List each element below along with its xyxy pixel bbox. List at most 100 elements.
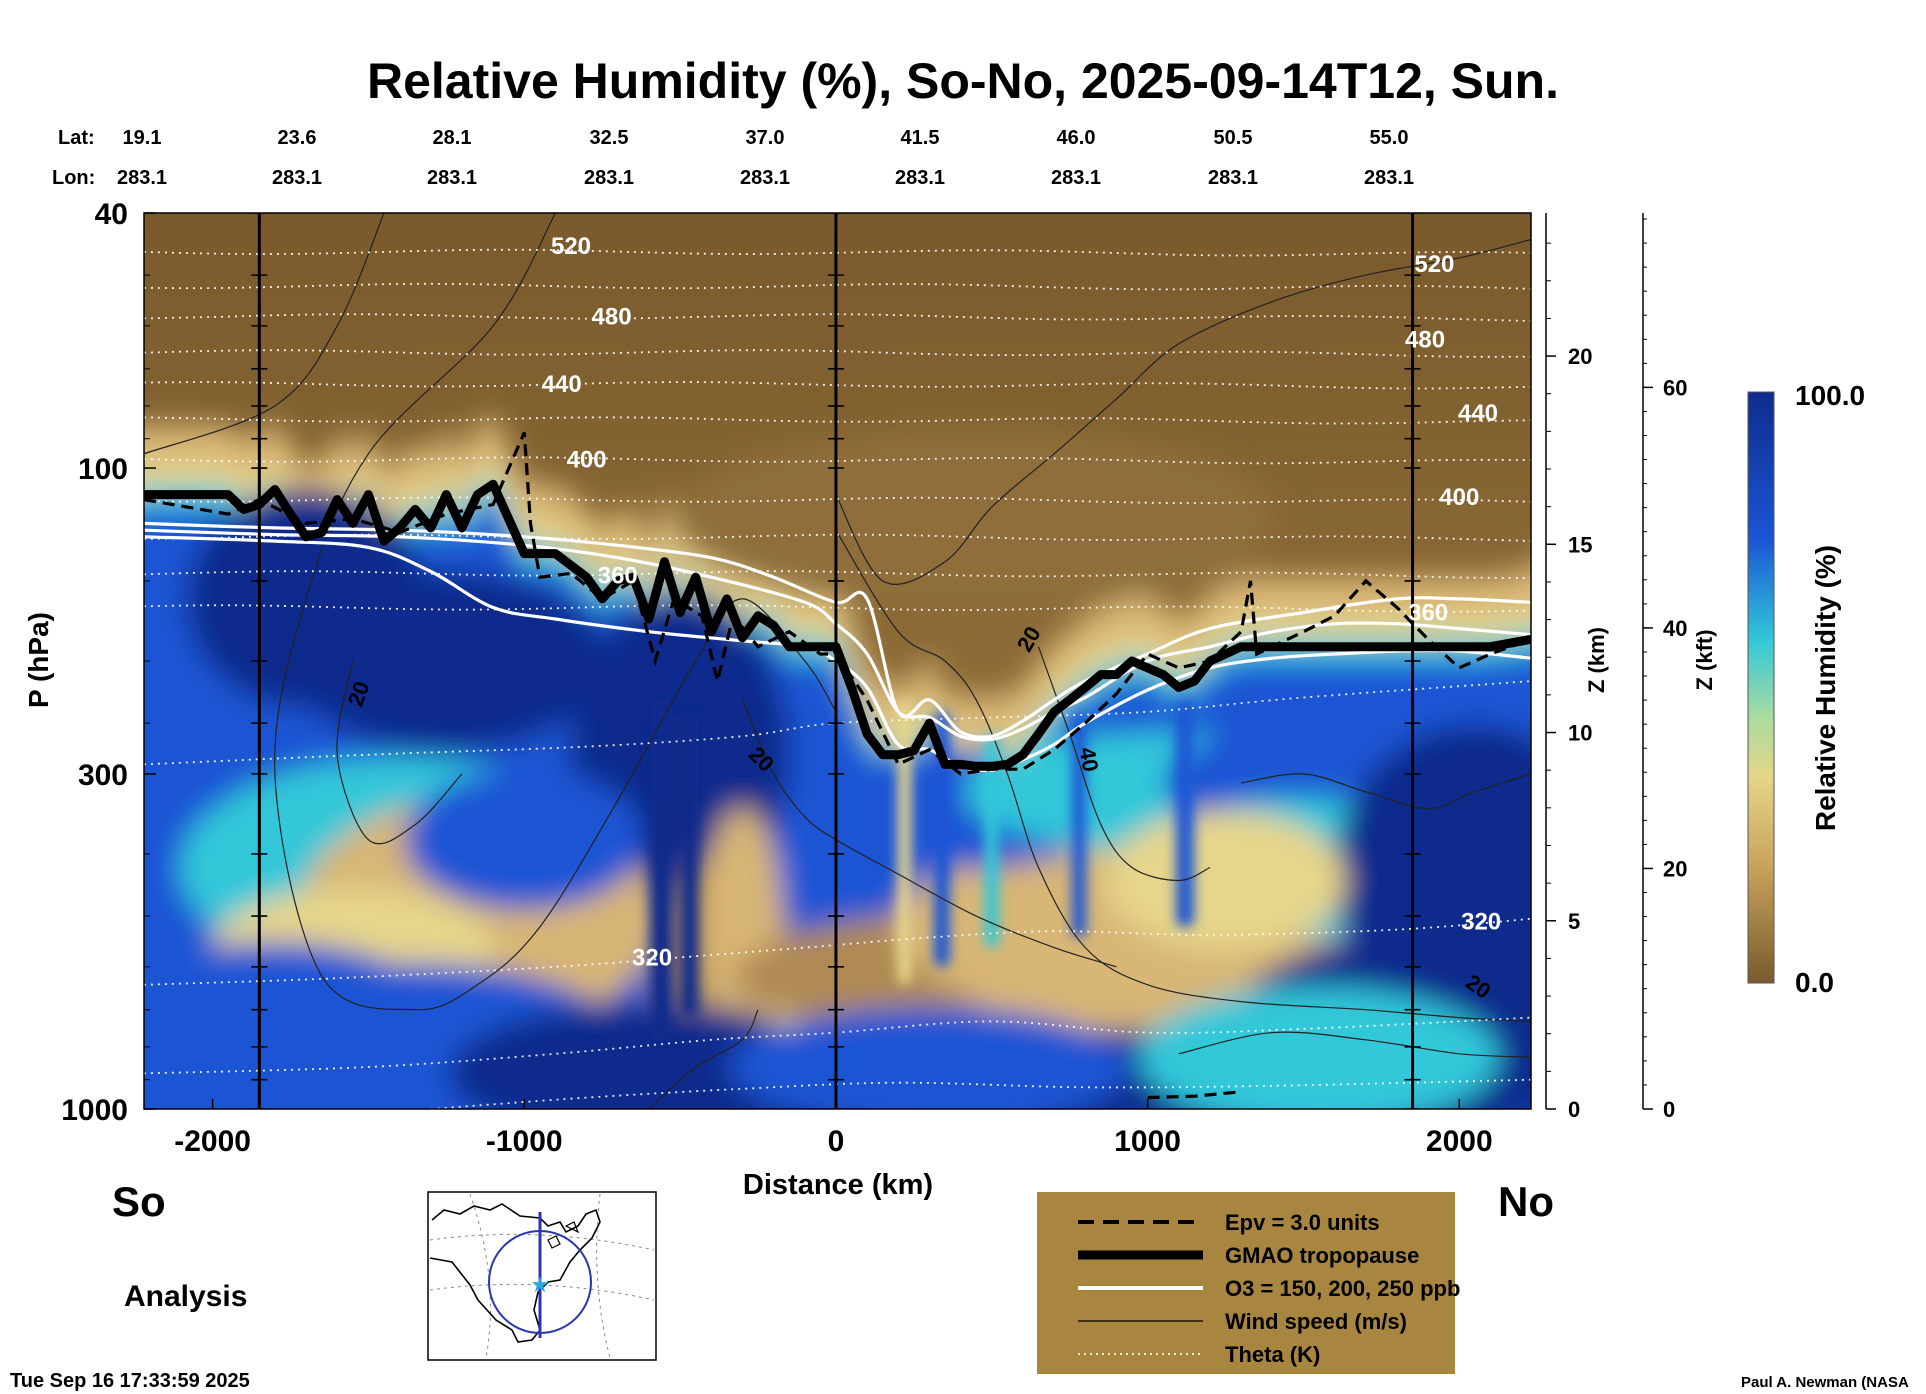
z-kft-tick-label: 20 <box>1663 856 1687 881</box>
theta-label: 440 <box>542 371 582 398</box>
rh-blob <box>1139 987 1500 1109</box>
theta-label: 360 <box>598 562 638 589</box>
theta-labels: 520 480 440 400 360 320 520 480 440 400 360 320 <box>542 233 1502 972</box>
lat-value: 55.0 <box>1370 127 1409 149</box>
lon-value: 283.1 <box>117 167 167 189</box>
legend-label: Epv = 3.0 units <box>1225 1210 1380 1235</box>
theta-label: 520 <box>551 233 591 260</box>
rh-streak <box>650 699 673 1040</box>
wind-contour <box>741 699 1117 968</box>
lat-lon-header: Lat: Lon: 19.1 23.6 28.1 32.5 37.0 41.5 46.0 50.5… <box>52 127 1414 189</box>
wind-contour <box>336 660 463 845</box>
lat-header-label: Lat: <box>58 127 95 149</box>
lon-value: 283.1 <box>1051 167 1101 189</box>
lon-value: 283.1 <box>740 167 790 189</box>
locator-map: ★ <box>427 1191 657 1361</box>
z-km-axis: 0 5 10 15 20 <box>1545 213 1592 1122</box>
x-axis-label: Distance (km) <box>743 1169 933 1201</box>
lon-header-label: Lon: <box>52 167 95 189</box>
y-axis: 40 100 300 1000 <box>61 198 156 1127</box>
lon-value: 283.1 <box>584 167 634 189</box>
lon-value: 283.1 <box>895 167 945 189</box>
rh-blob <box>286 571 607 751</box>
lat-value: 28.1 <box>433 127 472 149</box>
wind-contour <box>1178 1031 1531 1058</box>
colorbar-max-label: 100.0 <box>1795 380 1865 411</box>
analysis-label: Analysis <box>124 1280 247 1313</box>
lon-value: 283.1 <box>272 167 322 189</box>
lat-value: 46.0 <box>1057 127 1096 149</box>
south-end-label: So <box>112 1178 166 1225</box>
tropopause-line <box>144 479 1531 771</box>
x-tick-label: -1000 <box>486 1125 563 1158</box>
legend-items: Epv = 3.0 units GMAO tropopause O3 = 150, … <box>1078 1210 1460 1367</box>
colorbar: 100.0 0.0 Relative Humidity (%) <box>1747 380 1865 998</box>
humidity-field-detail <box>650 699 1194 1040</box>
theta-contour <box>144 282 1531 291</box>
lon-value: 283.1 <box>1364 167 1414 189</box>
wind-contour <box>1037 646 1211 882</box>
lat-value: 41.5 <box>901 127 940 149</box>
theta-contour <box>144 570 1531 579</box>
z-km-tick-label: 5 <box>1568 909 1580 934</box>
theta-label: 480 <box>592 303 632 330</box>
theta-contour <box>144 533 1531 542</box>
rh-streak <box>1176 699 1194 927</box>
legend-label: O3 = 150, 200, 250 ppb <box>1225 1276 1460 1301</box>
theta-contour <box>144 248 1531 257</box>
z-kft-axis: 0 20 40 60 <box>1642 213 1687 1122</box>
legend-label: Theta (K) <box>1225 1342 1320 1367</box>
y-tick-label: 100 <box>78 453 128 486</box>
theta-contour <box>144 456 1531 465</box>
timestamp: Tue Sep 16 17:33:59 2025 <box>10 1370 250 1392</box>
theta-contour <box>144 917 1531 986</box>
rh-streak <box>897 699 912 985</box>
lat-value: 23.6 <box>278 127 317 149</box>
lat-value: 37.0 <box>746 127 785 149</box>
theta-contour <box>144 381 1531 390</box>
theta-label: 480 <box>1405 326 1445 353</box>
theta-label: 320 <box>1461 909 1501 936</box>
wind-contour <box>144 213 385 455</box>
wind-contour <box>1241 773 1531 810</box>
theta-label: 320 <box>632 944 672 971</box>
theta-contour <box>144 416 1531 425</box>
epv-contour <box>1147 1090 1242 1100</box>
legend-label: GMAO tropopause <box>1225 1243 1419 1268</box>
z-km-tick-label: 20 <box>1568 344 1592 369</box>
theta-label: 400 <box>1439 484 1479 511</box>
x-axis: -2000 -1000 0 1000 2000 <box>174 1099 1493 1158</box>
rh-streak <box>984 734 999 948</box>
wind-contour <box>835 238 1531 586</box>
theta-contour <box>144 496 1531 504</box>
x-tick-label: 0 <box>828 1125 845 1158</box>
colorbar-gradient <box>1747 391 1775 984</box>
x-tick-label: 2000 <box>1426 1125 1493 1158</box>
locator-coastline <box>429 1203 601 1343</box>
z-kft-tick-label: 40 <box>1663 616 1687 641</box>
rh-streak <box>680 711 699 1018</box>
wind-label: 40 <box>1074 745 1103 773</box>
rh-streak <box>933 711 950 967</box>
theta-contour <box>144 313 1531 322</box>
y-axis-label: P (hPa) <box>23 612 54 708</box>
north-end-label: No <box>1498 1178 1554 1225</box>
z-kft-tick-label: 0 <box>1663 1097 1675 1122</box>
chart-title: Relative Humidity (%), So-No, 2025-09-14… <box>367 53 1559 109</box>
legend-label: Wind speed (m/s) <box>1225 1309 1407 1334</box>
wind-contour <box>835 529 1531 1022</box>
theta-label: 360 <box>1408 599 1448 626</box>
z-km-axis-label: Z (km) <box>1584 627 1609 693</box>
credit: Paul A. Newman (NASA <box>1741 1374 1909 1391</box>
x-tick-label: -2000 <box>174 1125 251 1158</box>
theta-contour <box>144 604 1531 613</box>
y-tick-label: 40 <box>95 198 128 231</box>
z-km-tick-label: 10 <box>1568 721 1592 746</box>
y-tick-label: 300 <box>78 759 128 792</box>
vertical-markers <box>251 213 1421 1109</box>
theta-label: 440 <box>1458 400 1498 427</box>
theta-contour <box>144 349 1531 358</box>
x-tick-label: 1000 <box>1114 1125 1181 1158</box>
